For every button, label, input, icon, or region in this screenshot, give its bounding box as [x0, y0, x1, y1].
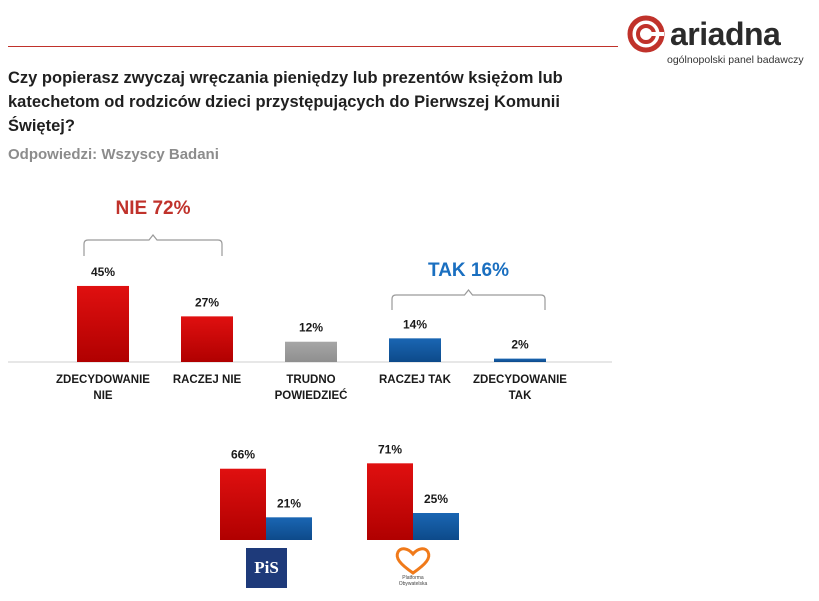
party-value-label-0-nie: 66% [231, 448, 255, 462]
party-bar-0-tak [266, 517, 312, 540]
category-label-2-line-1: POWIEDZIEĆ [275, 389, 348, 402]
ariadna-spiral-icon [627, 15, 665, 53]
party-value-label-0-tak: 21% [277, 496, 301, 510]
value-label-1: 27% [195, 295, 219, 309]
value-label-3: 14% [403, 317, 427, 331]
group-label-1: TAK 16% [428, 260, 509, 281]
header-rule [8, 46, 618, 47]
brand-logo: ariadna ogólnopolski panel badawczy [626, 14, 816, 66]
category-label-2-line-0: TRUDNO [286, 374, 335, 386]
value-label-2: 12% [299, 321, 323, 335]
party-bar-0-nie [220, 468, 266, 540]
group-brace-0 [83, 234, 223, 256]
brand-name: ariadna [670, 16, 781, 52]
platforma-obywatelska-logo: Platforma Obywatelska [390, 544, 436, 592]
pis-logo-text: PiS [254, 558, 279, 577]
question-title: Czy popierasz zwyczaj wręczania pieniędz… [8, 69, 563, 135]
party-bar-1-tak [413, 513, 459, 540]
party-value-label-1-tak: 25% [424, 492, 448, 506]
value-label-0: 45% [91, 265, 115, 279]
po-logo-text: Platforma Obywatelska [398, 575, 428, 587]
bar-1 [181, 316, 233, 362]
category-label-1: RACZEJ NIE [173, 374, 242, 386]
pis-logo: PiS [246, 548, 287, 588]
group-brace-1 [391, 289, 546, 310]
party-value-label-1-nie: 71% [378, 442, 402, 456]
category-label-4-line-1: TAK [509, 390, 532, 402]
category-label-0-line-1: NIE [93, 390, 113, 402]
respondents-subtitle: Odpowiedzi: Wszyscy Badani [8, 146, 219, 163]
category-label-0-line-0: ZDECYDOWANIE [56, 374, 150, 386]
bar-0 [77, 285, 129, 362]
category-label-3: RACZEJ TAK [379, 374, 452, 386]
bar-2 [285, 341, 337, 362]
brand-tagline: ogólnopolski panel badawczy [667, 54, 804, 66]
group-label-0: NIE 72% [116, 198, 191, 219]
bar-4 [494, 358, 546, 362]
party-bar-1-nie [367, 463, 413, 540]
po-heart-icon [395, 547, 431, 575]
category-label-4-line-0: ZDECYDOWANIE [473, 374, 567, 386]
bar-3 [389, 338, 441, 362]
value-label-4: 2% [511, 338, 529, 352]
